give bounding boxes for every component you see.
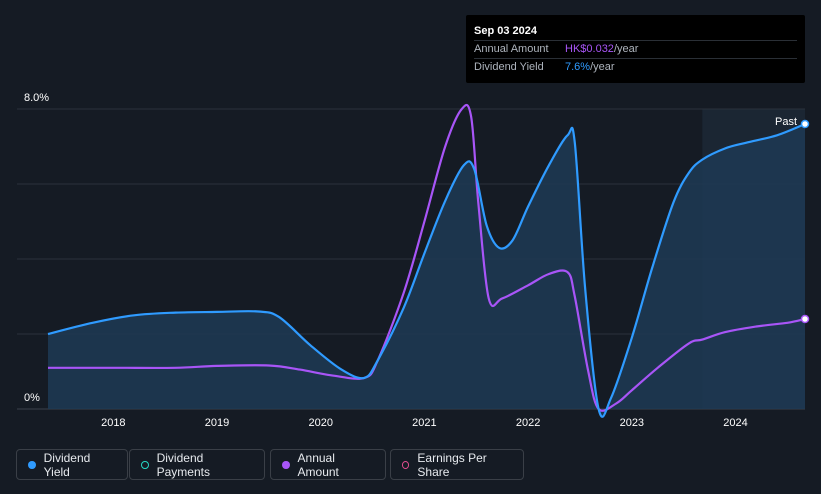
x-tick-label: 2018 xyxy=(101,417,125,429)
tooltip-annual-amount-row: Annual Amount HK$0.032 /year xyxy=(474,40,797,58)
legend-dividend-yield[interactable]: Dividend Yield xyxy=(16,449,128,480)
tooltip-dividend-yield-label: Dividend Yield xyxy=(474,61,544,73)
hollow-circle-icon xyxy=(402,460,410,469)
legend-label: Dividend Yield xyxy=(43,450,91,479)
x-axis-ticks: 2018 2019 2020 2021 2022 2023 2024 xyxy=(101,417,748,429)
tooltip-dividend-yield-unit: /year xyxy=(590,61,615,73)
annual-amount-end-marker[interactable] xyxy=(800,314,810,324)
x-tick-label: 2021 xyxy=(412,417,436,429)
legend-earnings-per-share[interactable]: Earnings Per Share xyxy=(390,449,524,480)
tooltip-annual-amount-value: HK$0.032 xyxy=(565,43,614,55)
y-axis-label-top: 8.0% xyxy=(24,92,49,104)
tooltip-date: Sep 03 2024 xyxy=(474,25,537,37)
legend-label: Earnings Per Share xyxy=(417,450,487,479)
dividend-yield-end-marker[interactable] xyxy=(800,119,810,129)
x-tick-label: 2024 xyxy=(723,417,747,429)
filled-circle-icon xyxy=(282,460,290,469)
legend-dividend-payments[interactable]: Dividend Payments xyxy=(129,449,265,480)
legend-label: Dividend Payments xyxy=(156,450,210,479)
legend-annual-amount[interactable]: Annual Amount xyxy=(270,449,386,480)
dividend-yield-line xyxy=(47,122,806,418)
annual-amount-line xyxy=(48,103,806,412)
past-label: Past xyxy=(775,116,797,128)
dividend-yield-area xyxy=(48,124,805,417)
hollow-circle-icon xyxy=(141,460,149,469)
x-tick-label: 2022 xyxy=(516,417,540,429)
x-tick-label: 2019 xyxy=(205,417,229,429)
tooltip-annual-amount-unit: /year xyxy=(613,43,639,55)
filled-circle-icon xyxy=(28,460,36,469)
y-axis-label-bottom: 0% xyxy=(24,392,40,404)
tooltip-dividend-yield-row: Dividend Yield 7.6% /year xyxy=(474,58,797,76)
tooltip-dividend-yield-value: 7.6% xyxy=(565,61,591,73)
tooltip: Sep 03 2024 Annual Amount HK$0.032 /year… xyxy=(466,15,805,83)
tooltip-annual-amount-label: Annual Amount xyxy=(474,43,549,55)
legend-label: Annual Amount xyxy=(297,450,339,479)
x-tick-label: 2020 xyxy=(308,417,332,429)
x-tick-label: 2023 xyxy=(620,417,644,429)
